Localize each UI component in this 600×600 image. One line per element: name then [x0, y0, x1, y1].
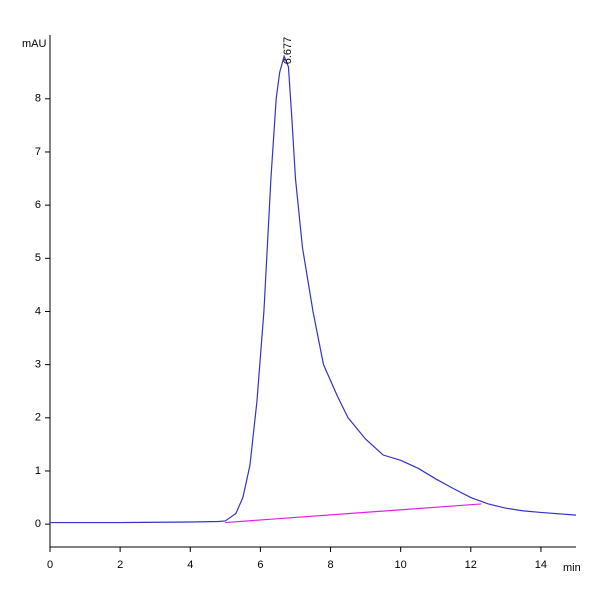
- x-tick-label: 10: [395, 559, 407, 571]
- y-tick-label: 8: [35, 93, 41, 105]
- x-tick-label: 4: [187, 559, 193, 571]
- y-tick-label: 6: [35, 199, 41, 211]
- y-tick-label: 1: [35, 465, 41, 477]
- peak-label: 6.677: [282, 37, 294, 65]
- baseline: [225, 503, 482, 524]
- x-tick-label: 6: [257, 559, 263, 571]
- x-tick-label: 14: [535, 559, 547, 571]
- x-tick-label: 8: [327, 559, 333, 571]
- y-tick-label: 0: [35, 518, 41, 530]
- y-tick-label: 4: [35, 305, 41, 317]
- x-axis-label: min: [563, 562, 581, 574]
- y-tick-label: 5: [35, 252, 41, 264]
- trace: [50, 54, 577, 524]
- y-axis-label: mAU: [22, 38, 47, 50]
- x-tick-label: 2: [117, 559, 123, 571]
- x-tick-label: 0: [47, 559, 53, 571]
- y-tick-label: 2: [35, 412, 41, 424]
- y-tick-label: 7: [35, 146, 41, 158]
- x-tick-label: 12: [465, 559, 477, 571]
- y-tick-label: 3: [35, 359, 41, 371]
